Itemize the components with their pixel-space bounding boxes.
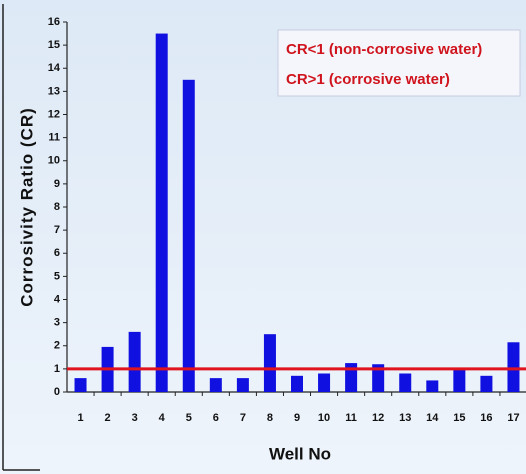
y-tick-label: 9 — [54, 178, 60, 190]
x-tick-label: 12 — [372, 412, 384, 424]
y-tick-label: 15 — [48, 39, 60, 51]
x-tick-label: 17 — [507, 412, 519, 424]
y-tick-label: 3 — [54, 317, 60, 329]
bar — [480, 375, 493, 392]
bar — [318, 373, 331, 392]
x-tick-label: 13 — [399, 412, 411, 424]
y-tick-label: 16 — [48, 16, 60, 28]
x-tick-label: 9 — [294, 412, 300, 424]
bar — [291, 375, 303, 392]
bar — [453, 368, 466, 392]
x-tick-label: 11 — [345, 412, 357, 424]
x-tick-label: 4 — [159, 412, 166, 424]
x-tick-label: 7 — [240, 412, 246, 424]
y-tick-label: 8 — [54, 201, 60, 213]
y-tick-label: 4 — [54, 293, 61, 305]
x-tick-label: 3 — [132, 412, 138, 424]
bar — [263, 334, 276, 392]
legend-box — [277, 29, 521, 97]
y-tick-label: 7 — [54, 224, 60, 236]
y-tick-label: 11 — [48, 132, 60, 144]
bar — [399, 373, 412, 392]
bar — [426, 380, 439, 392]
y-tick-label: 1 — [54, 363, 60, 375]
y-tick-label: 10 — [48, 155, 60, 167]
bar — [155, 33, 168, 392]
annotation: CR>1 (corrosive water) — [286, 71, 450, 88]
x-tick-label: 16 — [480, 412, 492, 424]
x-tick-label: 5 — [186, 412, 192, 424]
y-tick-label: 12 — [48, 108, 60, 120]
bar — [209, 378, 222, 392]
x-tick-label: 2 — [105, 412, 111, 424]
bar — [507, 342, 520, 392]
x-tick-label: 1 — [77, 412, 83, 424]
y-tick-label: 5 — [54, 270, 60, 282]
y-tick-label: 6 — [54, 247, 60, 259]
x-tick-label: 15 — [453, 412, 465, 424]
y-tick-label: 0 — [54, 386, 60, 398]
y-tick-label: 2 — [54, 340, 60, 352]
bar — [182, 79, 195, 392]
x-tick-label: 14 — [426, 412, 439, 424]
bar — [236, 378, 249, 392]
x-tick-label: 10 — [318, 412, 330, 424]
x-tick-label: 6 — [213, 412, 219, 424]
y-tick-label: 14 — [48, 62, 61, 74]
bar — [128, 331, 141, 392]
bar — [74, 378, 87, 392]
y-tick-label: 13 — [48, 85, 60, 97]
x-tick-label: 8 — [267, 412, 273, 424]
annotation: CR<1 (non-corrosive water) — [286, 41, 482, 58]
x-axis-title: Well No — [269, 444, 331, 463]
y-axis-title: Corrosivity Ratio (CR) — [17, 107, 36, 307]
bar — [372, 364, 385, 392]
